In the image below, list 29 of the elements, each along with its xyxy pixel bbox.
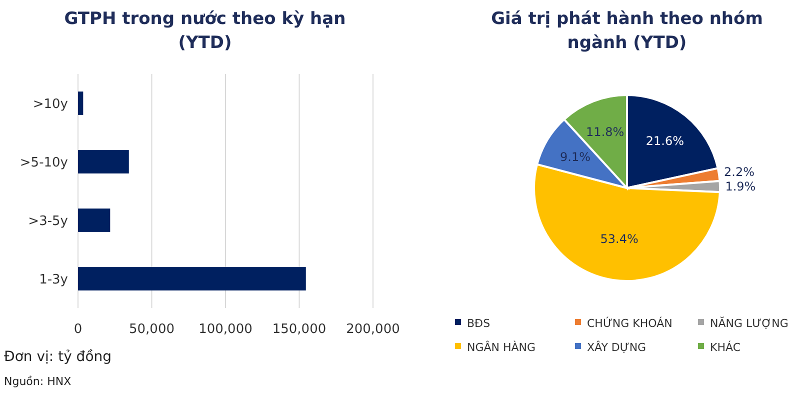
x-tick-label: 0 [74,322,82,337]
data-label: 2.2% [724,164,755,179]
bar [78,150,129,174]
chart-title: Giá trị phát hành theo nhóm ngành (YTD) [491,9,763,53]
legend-label: BĐS [467,316,490,330]
data-label: 9.1% [560,150,591,164]
text: Đơn vị: tỷ đồng [4,349,112,365]
legend-label: NĂNG LƯỢNG [710,316,788,330]
legend-label: KHÁC [710,340,741,354]
y-tick-label: >10y [32,96,68,112]
y-tick-label: >3-5y [28,214,68,229]
y-tick-label: >5-10y [20,155,68,170]
text: Nguồn: HNX [4,375,72,388]
bar [78,92,84,115]
legend-label: NGÂN HÀNG [467,340,536,354]
data-label: 1.9% [725,179,756,194]
data-label: 21.6% [646,134,684,148]
data-label: 11.8% [586,124,624,139]
x-tick-label: 100,000 [198,322,252,337]
bar [78,208,110,232]
legend-label: CHỨNG KHOÁN [587,316,672,330]
data-label: 53.4% [600,232,638,246]
x-tick-label: 50,000 [129,322,174,337]
x-tick-label: 150,000 [272,322,326,337]
x-tick-label: 200,000 [346,322,400,337]
y-tick-label: 1-3y [39,272,68,288]
chart-title: GTPH trong nước theo kỳ hạn (YTD) [64,9,346,53]
bar [78,267,306,290]
legend-label: XÂY DỰNG [587,340,646,354]
